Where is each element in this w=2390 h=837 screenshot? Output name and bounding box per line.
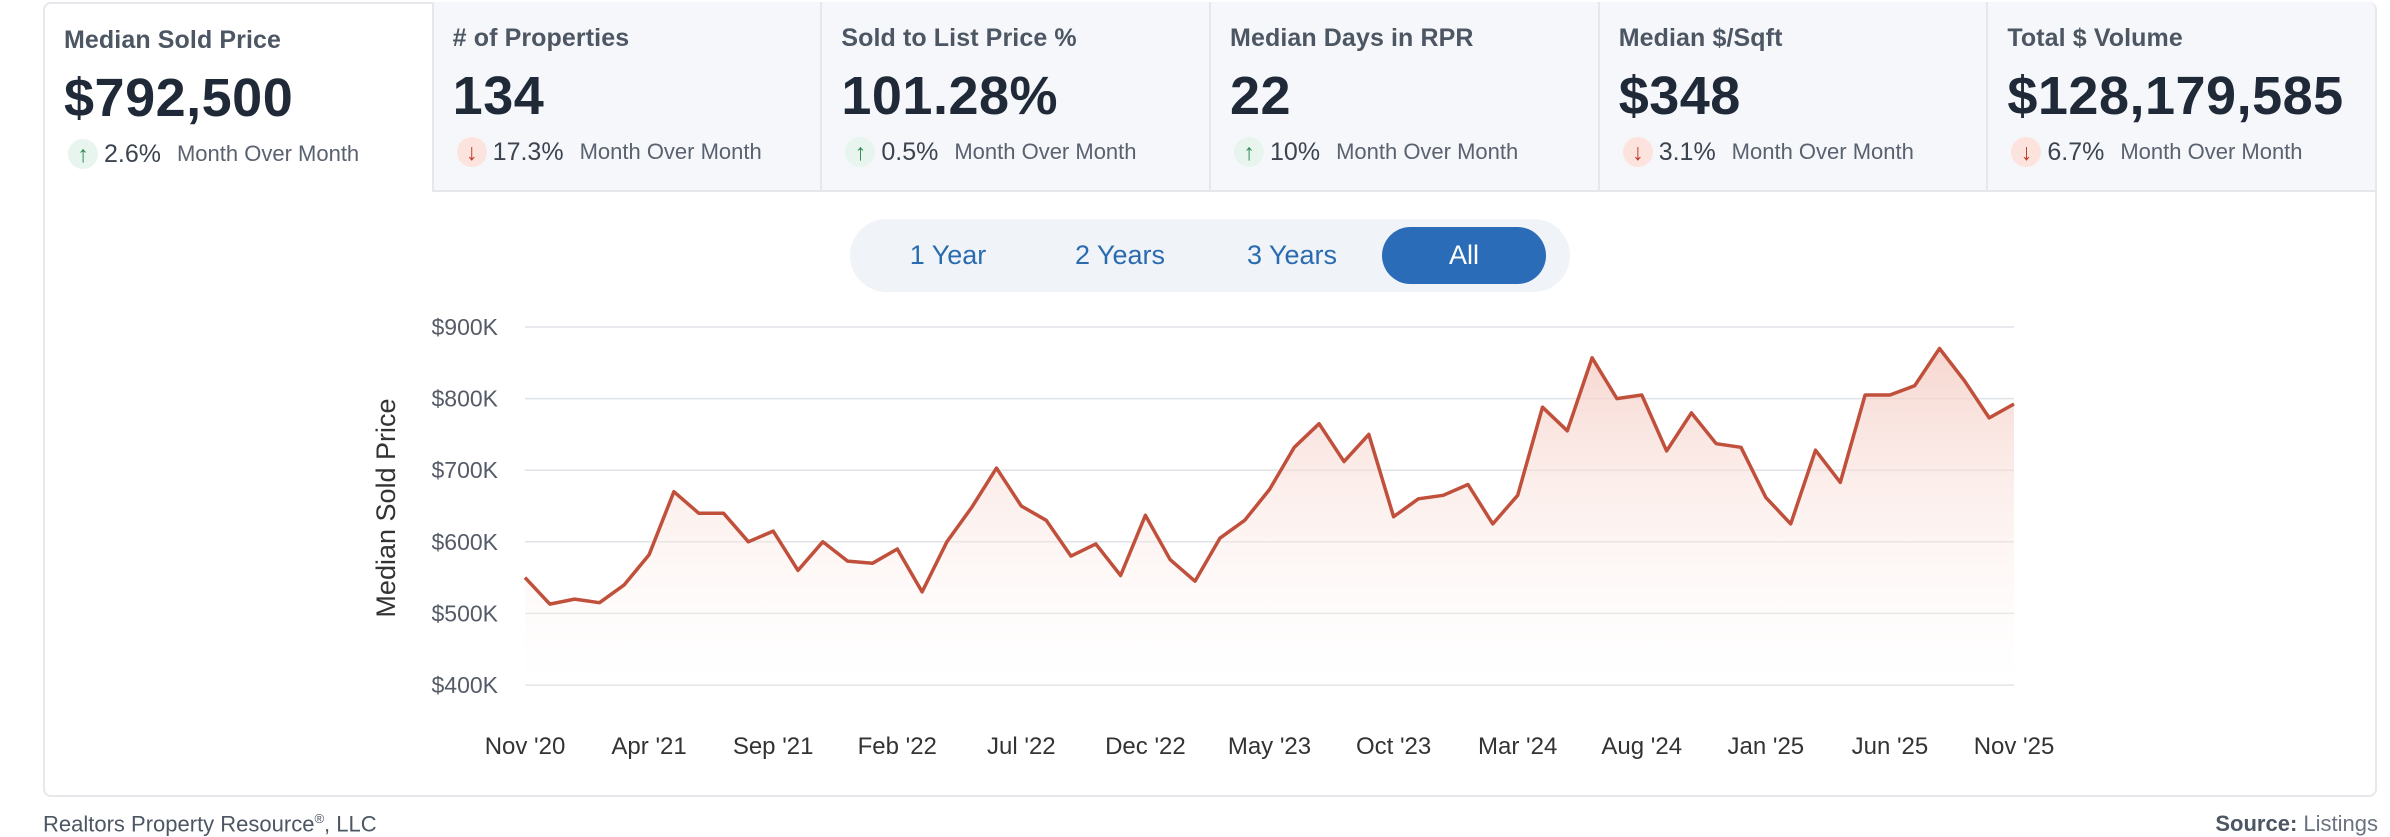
metric-card-median-days[interactable]: Median Days in RPR 22 ↑ 10% Month Over M… (1211, 2, 1600, 192)
registered-mark: ® (314, 811, 325, 826)
card-title: Sold to List Price % (841, 24, 1077, 52)
range-3-years-button[interactable]: 3 Years (1246, 240, 1338, 270)
card-value: $348 (1618, 66, 1741, 126)
card-change: ↑ 10% Month Over Month (1230, 137, 1580, 167)
footer-company: Realtors Property Resource®, LLC (43, 811, 377, 837)
card-title: # of Properties (452, 24, 630, 52)
metric-cards: Median Sold Price $792,500 ↑ 2.6% Month … (43, 2, 2378, 192)
change-percent: 6.7% (2047, 137, 2105, 166)
card-title: Median Days in RPR (1230, 24, 1474, 52)
arrow-down-icon: ↓ (1622, 137, 1653, 167)
range-2-years-button[interactable]: 2 Years (1074, 240, 1166, 270)
y-tick-label: $900K (431, 314, 498, 340)
x-tick-label: Nov '20 (485, 733, 566, 760)
x-tick-label: May '23 (1228, 733, 1311, 760)
change-percent: 2.6% (104, 139, 161, 168)
change-label: Month Over Month (2120, 139, 2303, 164)
series-line[interactable] (523, 346, 2015, 606)
change-percent: 3.1% (1658, 137, 1716, 166)
y-axis-label: Median Sold Price (371, 398, 401, 617)
card-title: Median $/Sqft (1618, 24, 1783, 52)
arrow-up-icon: ↑ (68, 139, 98, 169)
card-title: Total $ Volume (2007, 24, 2183, 52)
card-value: $792,500 (64, 68, 294, 128)
metric-card-total-volume[interactable]: Total $ Volume $128,179,585 ↓ 6.7% Month… (1988, 2, 2378, 192)
card-value: 22 (1230, 66, 1292, 126)
change-label: Month Over Month (1336, 139, 1519, 164)
arrow-up-icon: ↑ (845, 137, 876, 167)
arrow-down-icon: ↓ (456, 137, 487, 167)
y-tick-label: $400K (431, 672, 498, 698)
source-label: Source: (2215, 811, 2298, 836)
y-tick-label: $500K (431, 600, 498, 626)
time-range-selector: 1 Year 2 Years 3 Years All (850, 219, 1570, 292)
metric-card-sold-to-list[interactable]: Sold to List Price % 101.28% ↑ 0.5% Mont… (822, 2, 1212, 192)
card-change: ↑ 2.6% Month Over Month (64, 139, 414, 169)
card-value: 101.28% (841, 66, 1059, 126)
series-area (525, 348, 2014, 685)
change-label: Month Over Month (1731, 139, 1914, 164)
x-tick-label: Jan '25 (1728, 733, 1805, 760)
change-label: Month Over Month (176, 141, 360, 166)
metric-card-properties[interactable]: # of Properties 134 ↓ 17.3% Month Over M… (433, 2, 823, 192)
card-change: ↓ 3.1% Month Over Month (1619, 137, 1969, 167)
y-tick-label: $700K (431, 457, 498, 483)
card-change: ↑ 0.5% Month Over Month (841, 137, 1191, 167)
x-tick-label: Nov '25 (1974, 733, 2055, 760)
x-tick-label: Jun '25 (1852, 733, 1929, 760)
y-tick-label: $600K (431, 529, 498, 555)
change-percent: 17.3% (492, 137, 564, 166)
x-tick-label: Aug '24 (1601, 733, 1682, 760)
x-tick-label: Jul '22 (987, 733, 1056, 760)
y-tick-label: $800K (431, 386, 498, 412)
x-tick-label: Apr '21 (611, 733, 686, 760)
metric-card-median-per-sqft[interactable]: Median $/Sqft $348 ↓ 3.1% Month Over Mon… (1599, 2, 1989, 192)
card-change: ↓ 6.7% Month Over Month (2007, 137, 2357, 167)
card-value: 134 (452, 66, 545, 126)
change-label: Month Over Month (954, 139, 1137, 164)
range-all-button[interactable]: All (1382, 227, 1546, 284)
x-tick-label: Oct '23 (1356, 733, 1431, 760)
card-change: ↓ 17.3% Month Over Month (453, 137, 803, 167)
company-suffix: , LLC (324, 811, 377, 837)
arrow-up-icon: ↑ (1234, 137, 1265, 167)
footer-source: Source: Listings (2215, 811, 2378, 837)
change-percent: 10% (1270, 137, 1321, 166)
x-tick-label: Feb '22 (858, 733, 937, 760)
x-tick-label: Sep '21 (733, 733, 814, 760)
source-value: Listings (2303, 811, 2378, 836)
range-1-year-button[interactable]: 1 Year (909, 240, 987, 270)
company-name: Realtors Property Resource (43, 811, 315, 837)
x-tick-label: Dec '22 (1105, 733, 1186, 760)
card-value: $128,179,585 (2007, 66, 2344, 126)
arrow-down-icon: ↓ (2011, 137, 2042, 167)
card-title: Median Sold Price (64, 26, 282, 54)
change-percent: 0.5% (881, 137, 939, 166)
x-tick-label: Mar '24 (1478, 733, 1557, 760)
change-label: Month Over Month (579, 139, 762, 164)
metric-card-median-sold-price[interactable]: Median Sold Price $792,500 ↑ 2.6% Month … (43, 2, 434, 192)
